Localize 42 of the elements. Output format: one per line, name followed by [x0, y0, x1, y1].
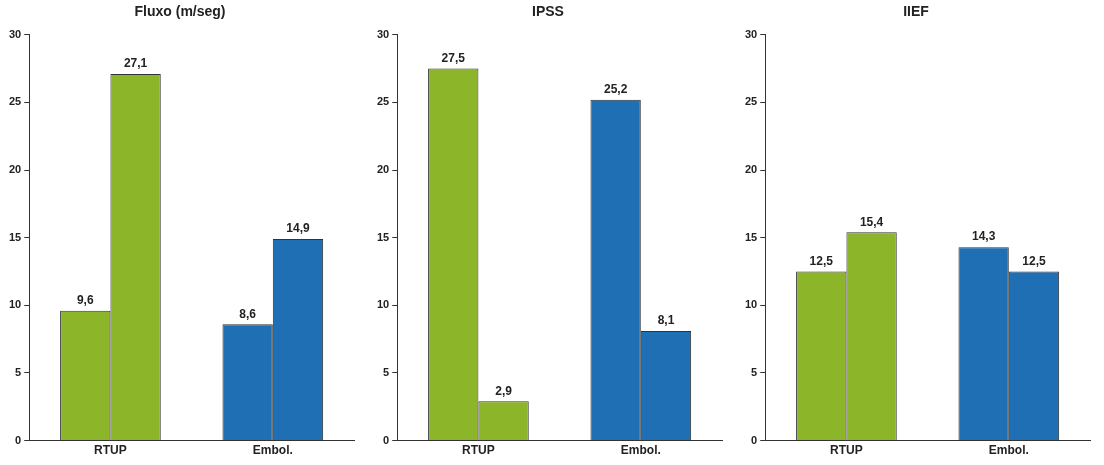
y-tick-label: 25 — [376, 95, 390, 108]
y-tick-label: 20 — [376, 163, 390, 176]
y-tick-label: 20 — [8, 163, 22, 176]
y-tick-label: 25 — [744, 95, 758, 108]
y-tick-label: 30 — [376, 27, 390, 40]
y-tick-label: 30 — [8, 27, 22, 40]
data-label: 9,6 — [76, 293, 94, 308]
y-tick-label: 20 — [744, 163, 758, 176]
data-label: 12,5 — [809, 253, 834, 268]
data-label: 15,4 — [859, 214, 884, 229]
x-tick-label: Embol. — [620, 443, 661, 458]
y-tick-label: 0 — [383, 433, 390, 446]
data-label: 8,6 — [239, 306, 257, 321]
chart-title: IIEF — [903, 3, 930, 20]
y-tick-label: 15 — [744, 230, 758, 243]
y-tick-label: 10 — [744, 298, 758, 311]
data-label: 25,2 — [603, 82, 628, 97]
y-tick-label: 5 — [15, 366, 22, 378]
y-tick-label: 15 — [376, 230, 390, 243]
x-tick-label: Embol. — [252, 443, 293, 458]
data-label: 12,5 — [1022, 253, 1046, 268]
y-tick-label: 5 — [383, 366, 390, 378]
x-tick-label: RTUP — [462, 443, 495, 458]
y-tick-label: 25 — [8, 95, 22, 108]
chart-title: IPSS — [532, 3, 564, 20]
y-tick-label: 10 — [8, 298, 22, 311]
data-label: 14,3 — [971, 229, 996, 244]
y-tick-label: 5 — [751, 366, 758, 378]
chart-title: Fluxo (m/seg) — [134, 3, 226, 20]
x-tick-label: RTUP — [94, 443, 127, 458]
data-label: 27,1 — [123, 56, 148, 71]
y-tick-label: 0 — [15, 433, 22, 446]
x-tick-label: Embol. — [988, 443, 1029, 458]
data-label: 27,5 — [441, 50, 466, 65]
y-tick-label: 15 — [8, 230, 22, 243]
x-tick-label: RTUP — [830, 443, 863, 458]
data-label: 14,9 — [286, 221, 310, 236]
y-tick-label: 30 — [744, 27, 758, 40]
data-label: 2,9 — [495, 383, 513, 398]
data-label: 8,1 — [657, 313, 675, 328]
y-tick-label: 0 — [751, 433, 758, 446]
y-tick-label: 10 — [376, 298, 390, 311]
